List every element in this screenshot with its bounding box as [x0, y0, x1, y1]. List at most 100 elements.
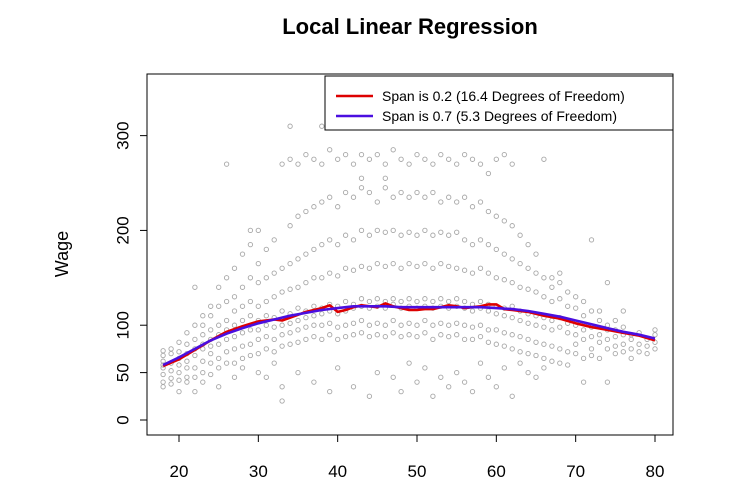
data-point [446, 333, 452, 340]
data-point [287, 286, 293, 292]
data-point [208, 327, 214, 333]
data-point [303, 336, 309, 343]
data-point [580, 327, 587, 333]
data-point [604, 346, 611, 352]
data-point [565, 362, 571, 368]
data-point [541, 365, 547, 371]
data-point [231, 322, 238, 328]
data-point [247, 298, 254, 305]
data-point [279, 332, 285, 338]
data-point [612, 317, 618, 324]
data-point [533, 352, 539, 359]
data-point [223, 298, 230, 305]
data-point [517, 260, 523, 267]
data-point [517, 284, 523, 290]
data-point [580, 336, 587, 343]
data-point [541, 355, 547, 362]
data-point [446, 156, 452, 162]
data-point [588, 308, 595, 314]
data-point [319, 322, 325, 328]
data-point [430, 232, 436, 238]
data-point [192, 374, 198, 380]
data-point [263, 246, 269, 253]
data-point [469, 241, 476, 248]
data-point [216, 341, 222, 347]
legend-label-1: Span is 0.2 (16.4 Degrees of Freedom) [382, 88, 625, 104]
data-point [485, 308, 492, 314]
data-point [461, 322, 468, 328]
data-point [319, 199, 325, 205]
data-point [430, 265, 436, 271]
data-point [382, 229, 388, 235]
data-point [549, 298, 555, 305]
data-point [533, 374, 539, 380]
data-point [303, 208, 309, 215]
data-point [184, 358, 190, 364]
data-point [454, 229, 460, 235]
data-point [533, 251, 539, 257]
data-point [247, 275, 254, 281]
data-point [422, 260, 428, 267]
data-point [327, 332, 333, 338]
data-point [335, 156, 341, 162]
data-point [279, 384, 285, 390]
data-point [485, 208, 492, 215]
data-point [279, 289, 285, 295]
data-point [541, 341, 547, 347]
data-point [271, 360, 277, 366]
data-point [390, 330, 396, 336]
data-point [358, 151, 365, 158]
data-point [168, 350, 174, 357]
data-point [255, 227, 261, 234]
data-point [549, 327, 555, 333]
data-point [477, 161, 484, 167]
data-point [176, 388, 182, 395]
data-point [509, 223, 515, 229]
data-point [549, 284, 555, 290]
data-point [612, 350, 618, 357]
data-point [446, 194, 452, 200]
data-point [231, 374, 238, 380]
data-point [255, 336, 261, 343]
data-point [541, 156, 547, 162]
data-point [366, 298, 373, 305]
data-point [160, 358, 166, 364]
data-point [509, 161, 515, 167]
data-point [350, 237, 357, 243]
data-point [176, 377, 182, 383]
data-point [358, 296, 365, 302]
data-point [366, 189, 373, 196]
data-point [501, 365, 507, 371]
y-tick-label: 200 [113, 216, 132, 244]
data-point [501, 313, 507, 319]
data-point [414, 189, 420, 196]
data-point [239, 365, 246, 371]
data-point [192, 352, 198, 359]
data-point [263, 313, 269, 319]
data-point [454, 320, 460, 326]
data-point [231, 265, 238, 271]
data-point [620, 324, 626, 330]
legend-box [324, 75, 674, 131]
data-point [319, 241, 325, 248]
data-point [485, 327, 492, 333]
data-point [612, 333, 618, 340]
data-point [342, 265, 349, 271]
data-point [208, 303, 214, 309]
data-point [390, 296, 396, 302]
data-point [327, 194, 333, 200]
data-point [239, 284, 246, 290]
data-point [231, 294, 238, 300]
data-point [414, 263, 420, 270]
data-point [390, 194, 396, 200]
data-point [493, 384, 499, 390]
data-point [358, 317, 365, 324]
data-point [604, 336, 611, 343]
data-point [573, 332, 579, 338]
data-point [454, 199, 460, 205]
data-point [517, 360, 523, 366]
data-point [454, 369, 460, 376]
data-point [501, 330, 507, 336]
data-point [596, 355, 603, 362]
data-point [406, 360, 412, 366]
